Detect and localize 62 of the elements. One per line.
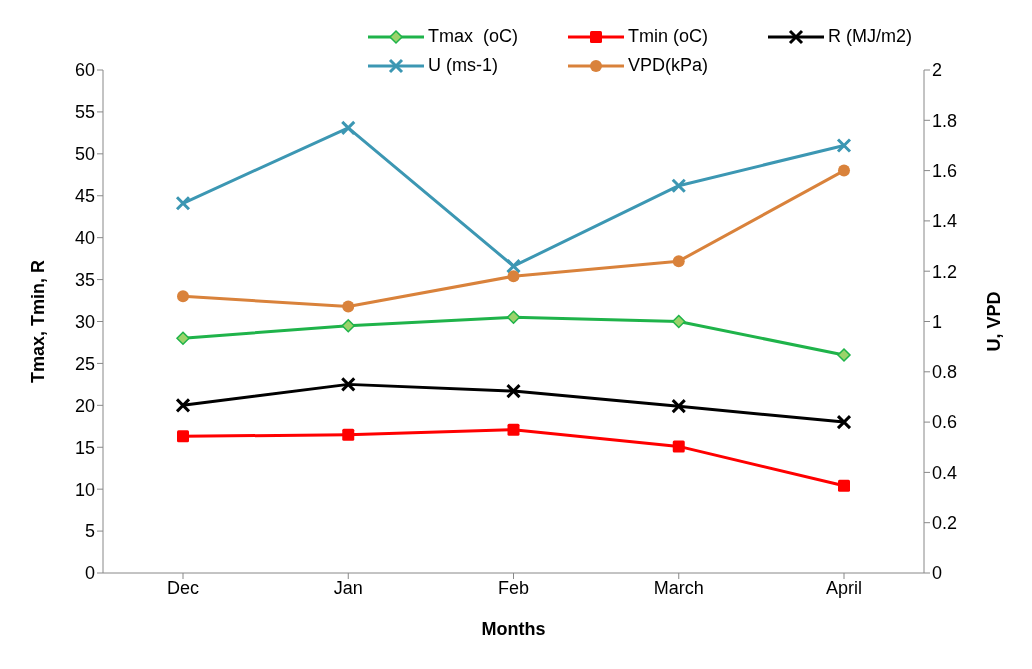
y-tick-label: 40 [74, 228, 95, 249]
legend-label: R (MJ/m2) [828, 26, 912, 47]
y2-tick-label: 1.2 [932, 261, 958, 282]
y-tick-label: 55 [74, 102, 95, 123]
y-tick-label: 45 [74, 186, 95, 207]
point [506, 310, 521, 325]
x-tick-label: April [825, 577, 863, 598]
y2-axis-title: U, VPD [984, 291, 1005, 352]
legend-label: Tmin (oC) [628, 26, 708, 47]
point [341, 318, 355, 333]
point [340, 120, 356, 136]
point [837, 348, 851, 362]
y2-tick-label: 0.8 [932, 362, 958, 383]
y2-tick-label: 1.6 [932, 160, 958, 181]
point [671, 178, 687, 194]
y-axis-title: Tmax, Tmin, R [28, 259, 49, 384]
y-tick-label: 0 [84, 563, 95, 584]
point [175, 397, 191, 413]
point [836, 137, 852, 153]
y2-tick-label: 1.8 [932, 110, 958, 131]
point [672, 314, 686, 329]
point [177, 430, 189, 443]
x-tick-label: Feb [497, 577, 530, 598]
legend-label: Tmax (oC) [428, 26, 518, 47]
y-tick-label: 50 [74, 144, 95, 165]
point [672, 440, 685, 453]
point [342, 300, 355, 313]
point [838, 479, 850, 492]
x-axis-title: Months [481, 619, 546, 639]
legend-label: U (ms-1) [428, 55, 498, 76]
y-tick-label: 30 [74, 311, 95, 332]
y-tick-label: 10 [74, 479, 95, 500]
point [342, 428, 355, 441]
legend-label: VPD(kPa) [628, 55, 709, 76]
y-tick-label: 25 [74, 353, 95, 374]
point [175, 195, 191, 211]
x-tick-label: Dec [166, 577, 200, 598]
y2-tick-label: 0.6 [932, 412, 958, 433]
y-tick-label: 35 [74, 269, 95, 290]
y2-tick-label: 0 [932, 563, 943, 584]
point [176, 331, 190, 346]
y-tick-label: 20 [74, 395, 95, 416]
y2-tick-label: 1.4 [932, 211, 958, 232]
y2-tick-label: 0.2 [932, 513, 958, 534]
point [507, 270, 520, 283]
y2-tick-label: 2 [932, 60, 943, 81]
point [671, 398, 687, 414]
y-tick-label: 60 [74, 60, 95, 81]
point [177, 290, 189, 303]
y-tick-label: 5 [84, 521, 95, 542]
point [506, 258, 521, 274]
point [340, 376, 356, 392]
y2-tick-label: 0.4 [932, 462, 958, 483]
y-tick-label: 15 [74, 437, 95, 458]
y2-tick-label: 1 [932, 311, 943, 332]
point [838, 164, 850, 177]
x-tick-label: March [653, 577, 704, 598]
point [506, 383, 521, 399]
point [836, 414, 852, 430]
point [672, 255, 685, 268]
point [507, 423, 520, 436]
x-tick-label: Jan [333, 577, 363, 598]
